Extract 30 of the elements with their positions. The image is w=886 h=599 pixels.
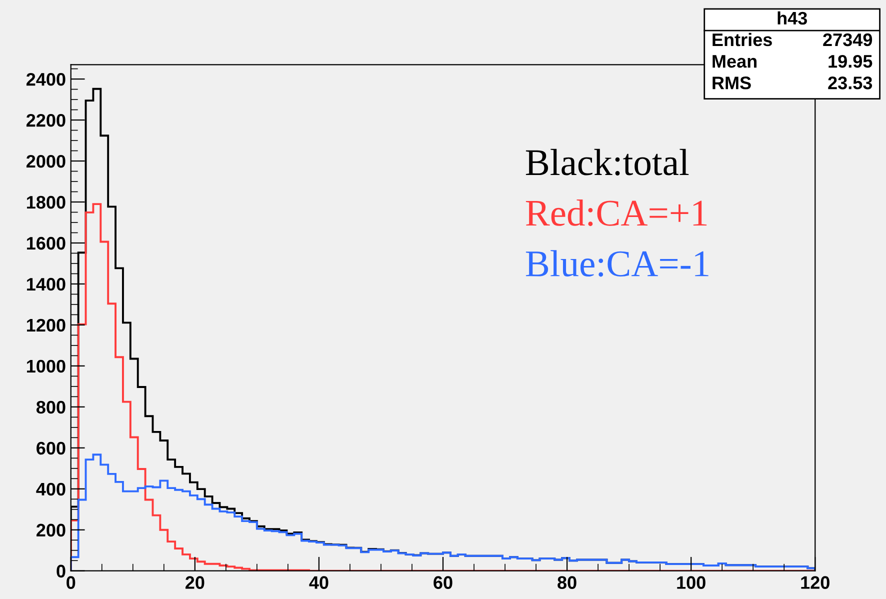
x-tick-label: 120 [801, 576, 830, 589]
x-tick-label: 20 [186, 576, 204, 589]
y-tick-label: 1800 [26, 196, 66, 209]
y-tick-label: 1200 [26, 318, 66, 332]
x-tick-label: 80 [558, 576, 576, 589]
y-tick-label: 0 [56, 564, 66, 578]
y-tick-label: 1000 [26, 360, 66, 373]
y-tick-label: 600 [36, 442, 66, 455]
text: Entries [712, 32, 772, 46]
x-tick-label: 40 [309, 576, 328, 589]
y-tick-label: 200 [36, 524, 66, 537]
y-tick-label: 400 [36, 482, 66, 496]
annotation: RMS [712, 76, 751, 90]
y-tick-label: 1600 [26, 236, 66, 250]
y-tick-label: 2200 [26, 114, 66, 127]
text: 19.95 [828, 54, 872, 68]
text: Red:CA=+1 [526, 200, 707, 226]
y-tick-label: 2400 [26, 72, 66, 86]
y-tick-label: 1400 [26, 278, 66, 291]
text: Black:total [526, 148, 689, 176]
annotation: Mean [712, 55, 756, 68]
x-tick-label: 100 [677, 576, 706, 589]
x-tick-label: 0 [66, 576, 76, 589]
x-tick-label: 60 [434, 576, 452, 589]
y-tick-label: 800 [36, 400, 66, 414]
text: h43 [778, 11, 807, 25]
text: Blue:CA=-1 [526, 250, 708, 277]
text: 27349 [823, 33, 872, 46]
text: 23.53 [828, 76, 872, 90]
y-tick-label: 2000 [26, 154, 66, 168]
